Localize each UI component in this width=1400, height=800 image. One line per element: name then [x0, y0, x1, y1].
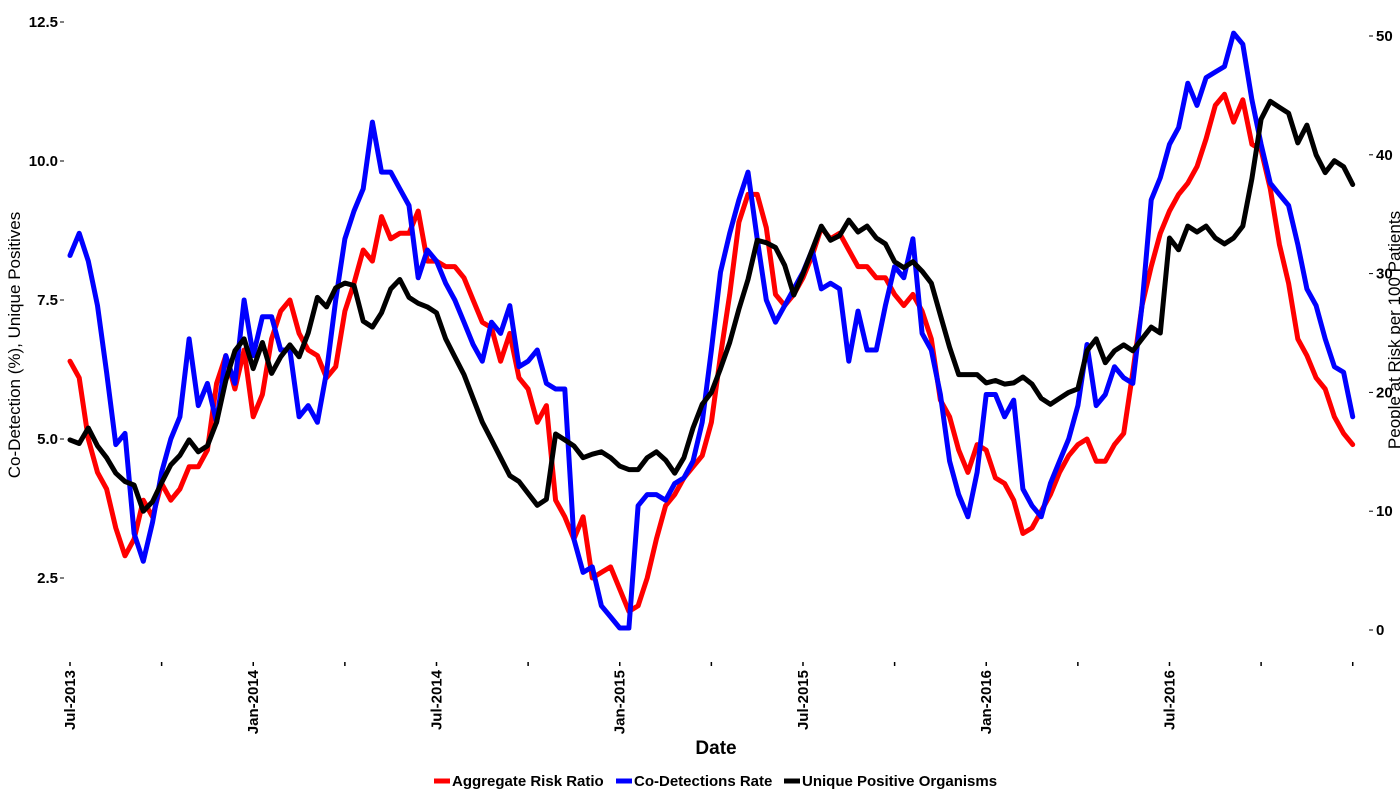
- y-left-tick-label: 2.5: [37, 570, 58, 587]
- y-right-tick-label: 30: [1376, 266, 1393, 283]
- y-right-tick-label: 10: [1376, 503, 1393, 520]
- y-axis-right-title: People at Risk per 100 Patients: [1385, 211, 1400, 449]
- series-line-unique-positive-organisms: [67, 98, 1356, 514]
- y-left-tick-label: 10.0: [29, 153, 58, 170]
- y-right-tick-label: 20: [1376, 384, 1393, 401]
- x-tick-label: Jan-2016: [978, 670, 995, 734]
- x-tick-label: Jul-2013: [62, 670, 79, 730]
- legend-label: Unique Positive Organisms: [802, 773, 997, 790]
- y-right-tick-label: 40: [1376, 147, 1393, 164]
- x-axis-title: Date: [695, 738, 736, 759]
- y-left-tick-label: 12.5: [29, 14, 58, 31]
- legend-label: Aggregate Risk Ratio: [452, 773, 604, 790]
- x-tick-label: Jul-2016: [1161, 670, 1178, 730]
- plot-area: [67, 30, 1356, 631]
- x-tick-label: Jan-2015: [612, 670, 629, 734]
- y-right-tick-label: 0: [1376, 622, 1384, 639]
- y-left-tick-label: 7.5: [37, 292, 58, 309]
- axes: 2.5 5.0 7.5 10.0 12.5 0 10 20 30 40 50 Jul-2013 Jan-…: [29, 14, 1393, 734]
- y-right-tick-label: 50: [1376, 28, 1393, 45]
- x-tick-label: Jul-2015: [795, 670, 812, 730]
- legend-label: Co-Detections Rate: [634, 773, 772, 790]
- legend: Aggregate Risk Ratio Co-Detections Rate Un…: [434, 773, 997, 790]
- x-tick-label: Jan-2014: [245, 669, 262, 734]
- y-left-tick-label: 5.0: [37, 431, 58, 448]
- y-axis-left-title: Co-Detection (%), Unique Positives: [5, 212, 24, 478]
- x-tick-label: Jul-2014: [428, 669, 445, 730]
